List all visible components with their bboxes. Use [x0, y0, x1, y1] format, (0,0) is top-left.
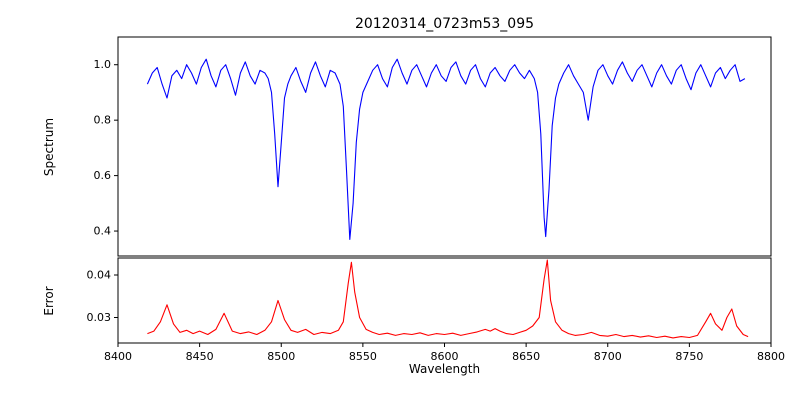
- y-tick-label: 0.8: [94, 114, 112, 127]
- x-tick-label: 8450: [186, 350, 214, 363]
- x-tick-label: 8650: [512, 350, 540, 363]
- spectrum-panel-frame: [117, 36, 772, 257]
- chart-title: 20120314_0723m53_095: [354, 16, 535, 32]
- y-tick-label: 1.0: [94, 58, 112, 71]
- y-tick-label: 0.04: [87, 269, 112, 282]
- y-tick-label: 0.4: [94, 225, 112, 238]
- x-tick-label: 8600: [431, 350, 459, 363]
- x-tick-label: 8750: [675, 350, 703, 363]
- y-tick-label: 0.03: [87, 311, 112, 324]
- x-tick-label: 8800: [757, 350, 785, 363]
- y-tick-label: 0.6: [94, 169, 112, 182]
- spectrum-y-axis-label: Spectrum: [42, 117, 56, 177]
- x-axis-label: Wavelength: [408, 362, 481, 376]
- x-tick-label: 8550: [349, 350, 377, 363]
- error-line: [147, 259, 749, 339]
- spectrum-line: [146, 58, 746, 240]
- error-panel-frame: [117, 257, 772, 344]
- x-tick-label: 8700: [594, 350, 622, 363]
- x-tick-label: 8400: [104, 350, 132, 363]
- x-tick-label: 8500: [267, 350, 295, 363]
- error-y-axis-label: Error: [42, 286, 56, 316]
